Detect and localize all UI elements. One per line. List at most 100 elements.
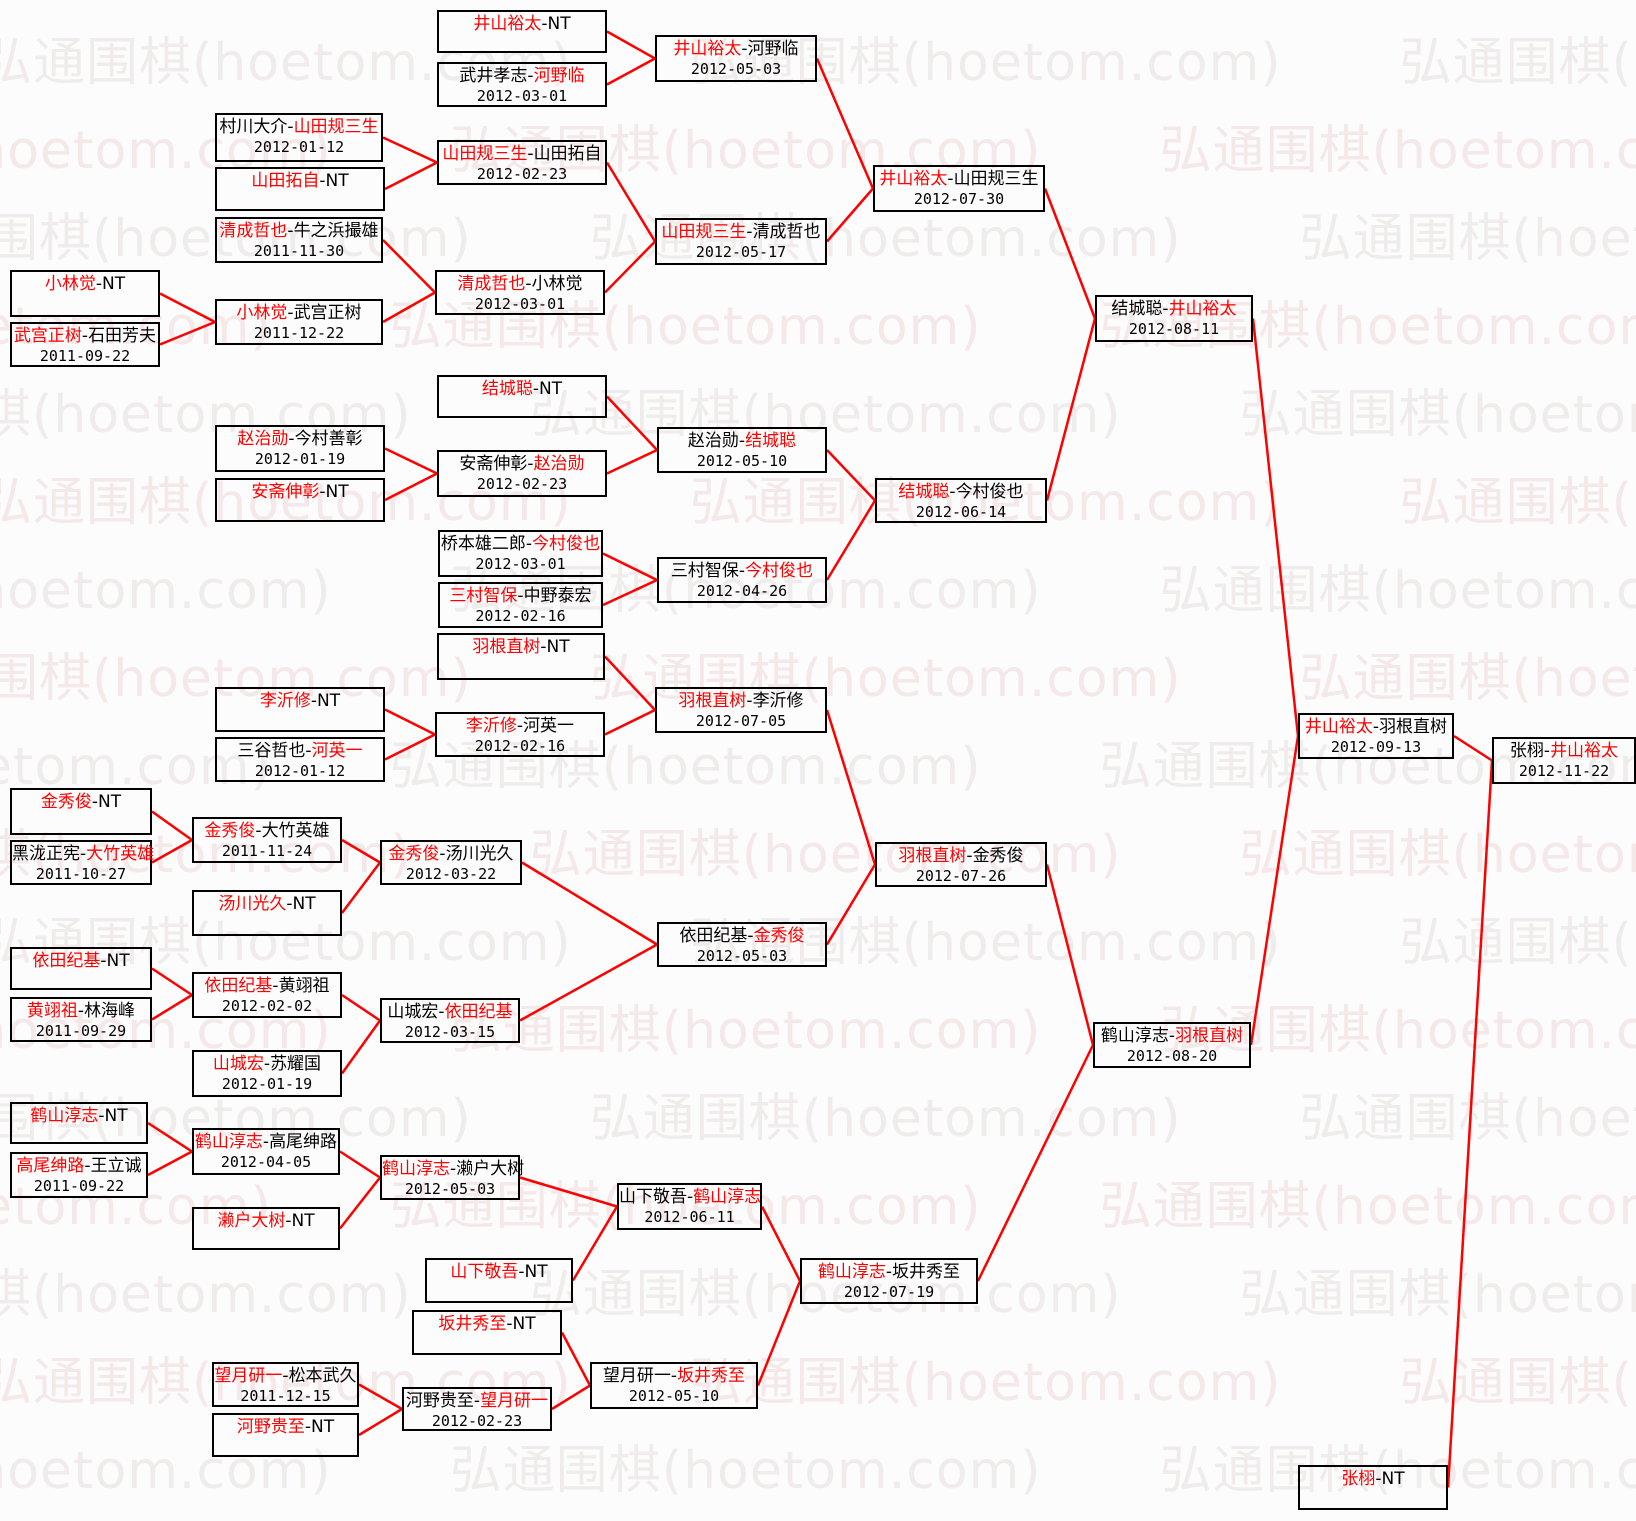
connector-line bbox=[151, 993, 193, 1021]
match-box-e2: 结城聪-今村俊也 2012-06-14 bbox=[875, 478, 1047, 523]
watermark-text: 弘通围棋(hoetom.com) bbox=[689, 33, 1282, 93]
player1-name: 黄翊祖 bbox=[26, 1001, 78, 1021]
player-separator: - bbox=[473, 1391, 481, 1411]
match-box-a5: 依田纪基-NT bbox=[10, 947, 152, 990]
match-box-c10: 李沂修-河英一 2012-02-16 bbox=[435, 712, 605, 757]
match-box-b5: 赵治勋-今村善彰 2012-01-19 bbox=[215, 425, 385, 472]
watermark-row: 弘通围棋(hoetom.com) 弘通围棋(hoetom.com) 弘通围棋(hoe… bbox=[0, 1252, 1636, 1327]
player1-name: 武井孝志 bbox=[459, 66, 528, 86]
connector-line bbox=[815, 58, 875, 189]
watermark-text: 弘通围棋(hoetom.com) bbox=[1399, 913, 1636, 973]
player2-name: NT bbox=[524, 1262, 548, 1282]
match-box-b15: 望月研一-松本武久 2011-12-15 bbox=[212, 1362, 359, 1407]
player2-name: NT bbox=[325, 482, 349, 502]
connector-line bbox=[159, 292, 216, 324]
connector-line bbox=[159, 320, 216, 346]
player2-name: 井山裕太 bbox=[1550, 741, 1619, 761]
player2-name: 河野临 bbox=[747, 39, 799, 59]
watermark-text: 弘通围棋(hoetom.com) bbox=[0, 913, 572, 973]
player1-name: 坂井秀至 bbox=[438, 1314, 507, 1334]
player-separator: - bbox=[100, 951, 107, 971]
watermark-text: 弘通围棋(hoetom.com) bbox=[0, 561, 332, 621]
match-box-d2: 山田规三生-清成哲也 2012-05-17 bbox=[655, 218, 827, 265]
player2-name: 井山裕太 bbox=[1168, 299, 1237, 319]
connector-line bbox=[384, 161, 438, 191]
watermark-text: 弘通围棋(hoetom.com) bbox=[449, 121, 1042, 181]
connector-line bbox=[339, 1150, 381, 1179]
connector-line bbox=[519, 943, 658, 1022]
match-box-c7: 桥本雄二郎-今村俊也 2012-03-01 bbox=[438, 530, 603, 577]
player2-name: 清成哲也 bbox=[752, 222, 821, 242]
watermark-row: 弘通围棋(hoetom.com) 弘通围棋(hoetom.com) 弘通围棋(hoe… bbox=[0, 548, 1636, 623]
match-players: 三村智保-今村俊也 bbox=[659, 561, 825, 582]
player-separator: - bbox=[738, 561, 746, 581]
player1-name: 河野贵至 bbox=[236, 1417, 305, 1437]
player-separator: - bbox=[272, 976, 279, 996]
match-box-g2: 张栩-NT bbox=[1298, 1465, 1448, 1510]
match-date: 2012-05-10 bbox=[696, 452, 788, 470]
connector-line bbox=[1045, 318, 1097, 501]
player1-name: 汤川光久 bbox=[218, 894, 287, 914]
match-box-e4: 鹤山淳志-坂井秀至 2012-07-19 bbox=[800, 1258, 978, 1304]
player1-name: 山城宏 bbox=[387, 1002, 439, 1022]
player2-name: 坂井秀至 bbox=[677, 1366, 746, 1386]
match-date: 2012-01-19 bbox=[221, 1075, 313, 1093]
match-date: 2012-02-16 bbox=[475, 607, 566, 625]
match-box-c9: 羽根直树-NT bbox=[437, 633, 605, 680]
player2-name: 今村俊也 bbox=[745, 561, 814, 581]
watermark-text: 弘通围棋(hoetom.com) bbox=[0, 737, 272, 797]
match-players: 金秀俊-NT bbox=[12, 792, 150, 813]
player1-name: 桥本雄二郎 bbox=[440, 534, 526, 554]
watermark-row: 弘通围棋(hoetom.com) 弘通围棋(hoetom.com) 弘通围棋(hoe… bbox=[0, 636, 1636, 711]
watermark-row: 弘通围棋(hoetom.com) 弘通围棋(hoetom.com) 弘通围棋(hoe… bbox=[0, 724, 1636, 799]
match-players: 鹤山淳志-NT bbox=[12, 1106, 146, 1127]
player1-name: 鹤山淳志 bbox=[194, 1132, 263, 1152]
player2-name: NT bbox=[1381, 1469, 1405, 1489]
player-separator: - bbox=[263, 1054, 271, 1074]
match-box-c1: 井山裕太-NT bbox=[437, 10, 607, 53]
match-box-b10: 汤川光久-NT bbox=[192, 890, 342, 936]
match-box-a8: 高尾绅路-王立诚 2011-09-22 bbox=[10, 1152, 148, 1198]
watermark-text: 弘通围棋(hoetom.com) bbox=[1239, 385, 1636, 445]
player1-name: 山田规三生 bbox=[661, 222, 747, 242]
match-date: 2012-06-11 bbox=[644, 1208, 735, 1226]
match-players: 山田拓自-NT bbox=[217, 171, 383, 192]
player1-name: 金秀俊 bbox=[40, 792, 92, 812]
match-date: 2012-01-19 bbox=[254, 450, 346, 468]
match-players: 望月研一-松本武久 bbox=[214, 1366, 357, 1387]
player1-name: 羽根直树 bbox=[898, 846, 967, 866]
player2-name: 依田纪基 bbox=[444, 1002, 513, 1022]
player1-name: 山下敬吾 bbox=[450, 1262, 519, 1282]
player1-name: 小林觉 bbox=[236, 303, 288, 323]
player-separator: - bbox=[80, 844, 87, 864]
connector-line bbox=[341, 861, 381, 914]
player2-name: 小林觉 bbox=[531, 274, 583, 294]
match-players: 井山裕太-NT bbox=[439, 14, 605, 35]
player-separator: - bbox=[287, 117, 294, 137]
match-box-h1: 张栩-井山裕太 2012-11-22 bbox=[1492, 737, 1636, 784]
match-date: 2012-02-02 bbox=[221, 997, 313, 1015]
watermark-row: 弘通围棋(hoetom.com) 弘通围棋(hoetom.com) 弘通围棋(hoe… bbox=[0, 812, 1636, 887]
connector-line bbox=[606, 448, 658, 475]
player-separator: - bbox=[1543, 741, 1551, 761]
match-players: 鹤山淳志-羽根直树 bbox=[1095, 1026, 1249, 1047]
connector-line bbox=[1251, 318, 1300, 737]
connector-line bbox=[606, 30, 656, 60]
player-separator: - bbox=[516, 716, 524, 736]
player1-name: 村川大介 bbox=[219, 117, 288, 137]
player1-name: 依田纪基 bbox=[204, 976, 273, 996]
connector-line bbox=[341, 838, 381, 864]
match-date: 2011-11-24 bbox=[221, 842, 313, 860]
match-players: 三谷哲也-河英一 bbox=[217, 741, 383, 762]
player2-name: 河英一 bbox=[311, 741, 363, 761]
connector-line bbox=[340, 1019, 382, 1075]
match-box-f2: 鹤山淳志-羽根直树 2012-08-20 bbox=[1093, 1022, 1251, 1068]
connector-line bbox=[606, 57, 656, 86]
player1-name: 山下敬吾 bbox=[619, 1187, 687, 1207]
match-box-g1: 井山裕太-羽根直树 2012-09-13 bbox=[1298, 713, 1454, 759]
watermark-row: 弘通围棋(hoetom.com) 弘通围棋(hoetom.com) 弘通围棋(hoe… bbox=[0, 108, 1636, 183]
player-separator: - bbox=[255, 821, 262, 841]
player2-name: 林海峰 bbox=[84, 1001, 136, 1021]
player2-name: 鹤山淳志 bbox=[693, 1187, 762, 1207]
watermark-row: 弘通围棋(hoetom.com) 弘通围棋(hoetom.com) 弘通围棋(hoe… bbox=[0, 1076, 1636, 1151]
